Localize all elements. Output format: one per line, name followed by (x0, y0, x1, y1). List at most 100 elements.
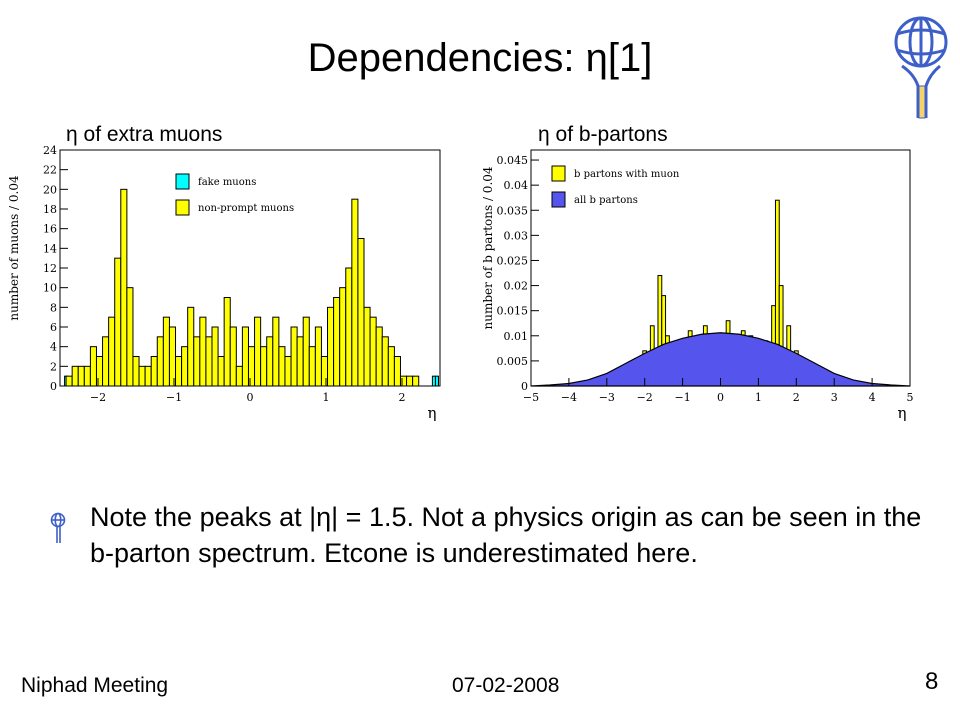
chart0-series1-bar (223, 297, 231, 387)
chart0-series1-bar (296, 336, 304, 387)
chart0-ytick-label: 24 (43, 144, 57, 157)
chart0-ytick-label: 4 (50, 341, 57, 354)
chart0-series1-bar (399, 375, 408, 387)
chart0-series1-bar (272, 316, 280, 387)
chart1-ytick-label: 0 (521, 380, 528, 393)
chart0-series1-bar (89, 346, 97, 387)
chart0-series1-bar (357, 238, 365, 387)
footer-meeting: Niphad Meeting (21, 674, 169, 697)
footer-date: 07-02-2008 (452, 674, 560, 697)
chart0-series1-bar (241, 326, 249, 387)
chart1-xtick-label: −3 (599, 391, 615, 404)
chart0-ytick-label: 18 (43, 203, 57, 216)
chart0-ytick-label: 14 (43, 242, 57, 255)
chart0-series1-bar (247, 346, 256, 387)
chart1-ytick-label: 0.02 (504, 280, 529, 293)
chart0-series1-bar (217, 356, 225, 387)
chart0-series1-bar (369, 316, 377, 387)
atlas-bullet-icon (50, 512, 66, 543)
chart0-ytick-label: 8 (50, 301, 57, 314)
chart0-series1-bar (235, 365, 243, 387)
chart0-legend-label: fake muons (198, 177, 256, 188)
chart0-series1-bar (144, 365, 152, 387)
chart0-legend-swatch (175, 199, 190, 216)
page-number: 8 (925, 668, 939, 695)
chart0-series1-bar (412, 375, 420, 387)
chart0-series1-bar (314, 326, 322, 387)
chart0-ytick-label: 6 (50, 321, 57, 334)
chart0-series1-bar (333, 297, 341, 387)
chart0-ytick-label: 0 (50, 380, 57, 393)
chart1-ytick-label: 0.015 (497, 305, 529, 318)
chart0-series1-bar (175, 356, 183, 387)
chart0-ytick-label: 10 (43, 282, 57, 295)
chart1-legend-swatch (551, 191, 566, 208)
chart0-series1-bar (187, 306, 195, 387)
chart0-xtick-label: 1 (323, 391, 330, 404)
chart0-series0-bar (434, 375, 439, 387)
chart0-series1-bar (284, 356, 292, 387)
slide-title: Dependencies: η[1] (307, 36, 653, 80)
chart0-xlabel: η (428, 404, 437, 422)
chart0-ytick-label: 20 (43, 183, 57, 196)
b-partons-eta-histogram: −5 −4 −3 −2 −1 0 1 2 3 4 5 0 0.005 0.01 0.015 0.02 0.025… (481, 149, 914, 422)
chart0-ytick-label: 16 (43, 223, 57, 236)
chart0-series1-bar (339, 287, 347, 387)
chart0-series1-bar (156, 336, 164, 387)
chart0-xtick-label: 2 (399, 391, 406, 404)
chart0-series1-bar (150, 356, 158, 387)
chart1-ytick-label: 0.045 (497, 154, 529, 167)
chart1-xtick-label: −4 (561, 391, 577, 404)
chart0-series1-bar (114, 257, 122, 387)
chart0-series1-bar (266, 336, 274, 387)
chart1-xtick-label: 0 (717, 391, 724, 404)
chart0-series1-bar (199, 316, 207, 387)
chart1-legend-swatch (551, 165, 566, 182)
chart0-series1-bar (308, 346, 316, 387)
chart0-series1-bar (393, 356, 401, 387)
chart0-series1-bar (260, 346, 268, 387)
chart0-series1-bar (375, 326, 383, 387)
chart0-series1-bar (351, 198, 359, 387)
atlas-figure-logo (894, 16, 948, 119)
chart0-series1-bar (278, 346, 286, 387)
chart1-ytick-label: 0.035 (497, 204, 529, 217)
chart0-ytick-label: 22 (43, 164, 57, 177)
chart1-xtick-label: 3 (831, 391, 838, 404)
chart1-series1-area (530, 332, 911, 387)
chart0-series1-bar (108, 316, 116, 387)
bullet-note: Note the peaks at |η| = 1.5. Not a physi… (90, 502, 922, 568)
chart0-series1-bar (181, 346, 189, 387)
chart0-series1-bar (229, 326, 237, 387)
chart0-ytick-label: 12 (43, 262, 57, 275)
chart0-series1-bar (381, 336, 389, 387)
chart0-series1-bar (193, 336, 201, 387)
chart0-xtick-label: −1 (166, 391, 182, 404)
chart0-series1-bar (387, 346, 395, 387)
chart0-series1-bar (168, 326, 177, 387)
chart0-series1-bar (120, 188, 128, 387)
chart1-xtick-label: −5 (523, 391, 539, 404)
chart1-xtick-label: 2 (793, 391, 800, 404)
chart0-series1-bar (102, 336, 110, 387)
chart0-series1-bar (162, 316, 170, 387)
chart0-series1-bar (320, 356, 329, 387)
chart1-ylabel: number of b partons / 0.04 (481, 166, 495, 329)
chart0-series1-bar (138, 365, 146, 387)
chart0-series1-bar (345, 267, 353, 387)
chart0-series1-bar (302, 316, 310, 387)
chart0-series1-bar (327, 306, 335, 387)
chart0-series1-bar (406, 375, 414, 387)
chart0-ylabel: number of muons / 0.04 (8, 175, 21, 321)
chart1-ytick-label: 0.025 (497, 254, 529, 267)
chart1-ytick-label: 0.03 (504, 229, 529, 242)
chart1-xlabel: η (898, 404, 907, 422)
chart0-series1-bar (83, 365, 91, 387)
chart0-legend-swatch (175, 173, 190, 190)
left-chart-caption: η of extra muons (66, 123, 223, 146)
chart1-xtick-label: 5 (907, 391, 914, 404)
chart0-series1-bar (95, 356, 104, 387)
chart1-xtick-label: 4 (869, 391, 876, 404)
chart0-series1-bar (254, 316, 262, 387)
chart0-xtick-label: 0 (247, 391, 254, 404)
